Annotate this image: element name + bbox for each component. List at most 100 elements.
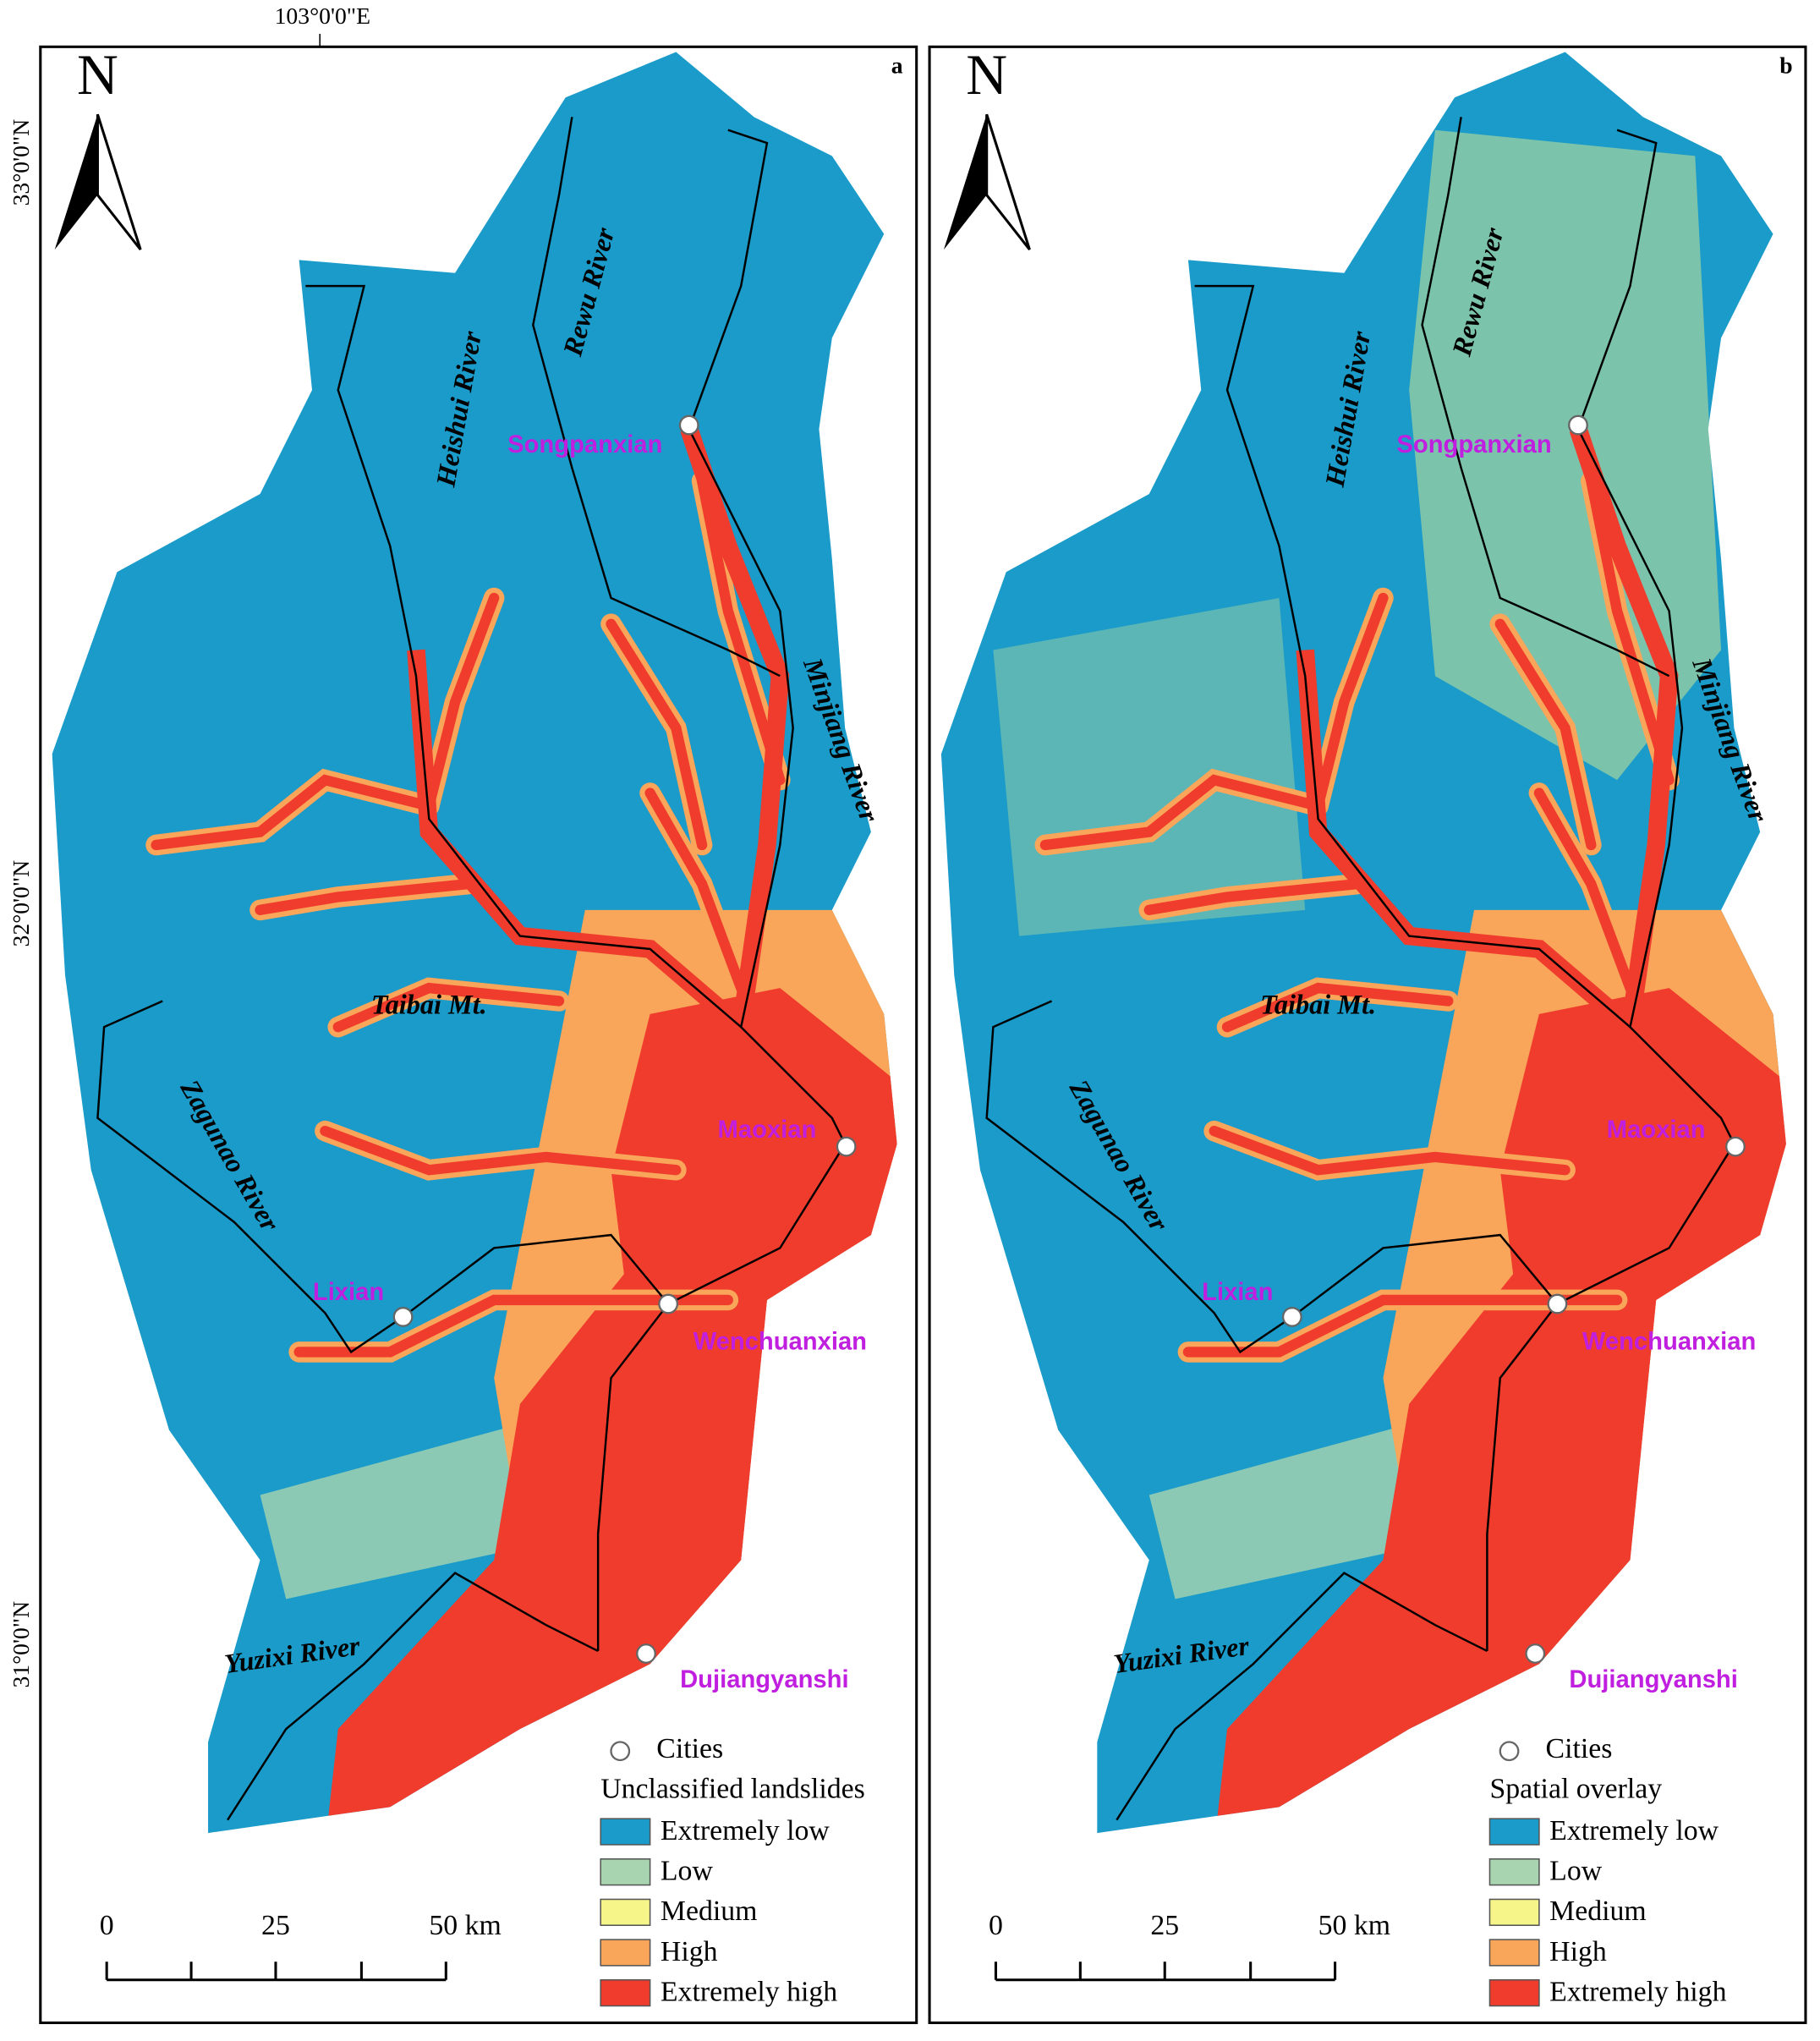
legend-swatch (1488, 1939, 1540, 1967)
extremely-high-channel (320, 1125, 682, 1176)
city-label: Dujiangyanshi (680, 1666, 848, 1693)
legend-swatch (600, 1898, 651, 1926)
river (1194, 284, 1631, 1029)
city-marker (636, 1643, 656, 1664)
river (985, 1000, 1559, 1354)
legend-label: High (1549, 1936, 1607, 1967)
extremely-high-channel (1313, 592, 1389, 812)
river (532, 117, 781, 678)
legend-label: Extremely high (1549, 1976, 1726, 2007)
city-marker (1525, 1643, 1546, 1664)
city-label: Maoxian (1607, 1117, 1706, 1144)
legend-label: Medium (661, 1896, 758, 1927)
city-label: Maoxian (718, 1117, 817, 1144)
north-arrow-right (985, 113, 1031, 251)
legend-label: Extremely high (661, 1976, 837, 2007)
legend-title: Spatial overlay (1489, 1774, 1662, 1805)
city-label: Songpanxian (507, 431, 662, 458)
legend-swatch (600, 1978, 651, 2007)
extremely-high-channel (424, 592, 500, 812)
extremely-high-channel (151, 774, 435, 851)
extremely-high-channel (696, 475, 786, 786)
extremely-high-channel (332, 982, 565, 1033)
north-label: N (77, 43, 118, 107)
legend-label: Low (1549, 1856, 1603, 1887)
extremely-high-channel (1221, 982, 1454, 1033)
low-zone (1148, 1417, 1475, 1599)
extremely-high-channel (1586, 475, 1675, 786)
extremely-high-channel (255, 878, 474, 916)
legend-city-marker (610, 1741, 631, 1762)
legend-label: Cities (656, 1733, 723, 1764)
extremely-high-channel (1039, 774, 1324, 851)
extremely-high-channel (644, 787, 747, 994)
scale-label: 50 km (1318, 1910, 1390, 1941)
panel-frame (928, 45, 1807, 2025)
legend-swatch (1488, 1898, 1540, 1926)
longitude-label: 103°0'0"E (275, 3, 370, 29)
legend-swatch (600, 1818, 651, 1846)
legend-label: Extremely low (1549, 1815, 1719, 1846)
legend-swatch (1488, 1818, 1540, 1846)
scale-label: 50 km (429, 1910, 501, 1941)
scale-label: 0 (989, 1910, 1003, 1941)
city-label: Dujiangyanshi (1569, 1666, 1737, 1693)
city-label: Wenchuanxian (1582, 1328, 1756, 1355)
scale-label: 25 (261, 1910, 290, 1941)
legend-swatch (1488, 1978, 1540, 2007)
legend-label: Extremely low (661, 1815, 831, 1846)
north-arrow-left (54, 114, 98, 250)
legend-label: High (661, 1936, 718, 1967)
city-marker (658, 1293, 679, 1314)
panel-letter: a (891, 52, 903, 78)
legend-label: Low (661, 1856, 714, 1887)
city-marker (1547, 1293, 1568, 1314)
mountain-label: Taibai Mt. (1260, 990, 1376, 1020)
legend-label: Medium (1549, 1896, 1647, 1927)
susceptibility-region (940, 52, 1786, 1834)
north-arrow-right (96, 113, 142, 251)
legend-label: Cities (1546, 1733, 1613, 1764)
susceptibility-region (52, 52, 897, 1834)
extremely-high-channel (293, 1294, 733, 1358)
city-marker (1568, 414, 1588, 436)
scale-label: 0 (100, 1910, 114, 1941)
latitude-label: 31°0'0"N (8, 1601, 34, 1688)
city-label: Wenchuanxian (693, 1328, 867, 1355)
latitude-label: 33°0'0"N (8, 119, 34, 206)
river (227, 1572, 599, 1821)
city-label: Lixian (1202, 1279, 1273, 1306)
city-marker (836, 1136, 857, 1157)
city-marker (392, 1307, 414, 1327)
extremely-high-channel (1182, 1294, 1623, 1358)
extremely-high-channel (606, 618, 708, 851)
legend-city-marker (1499, 1741, 1520, 1762)
mountain-label: Taibai Mt. (371, 990, 487, 1020)
river (1421, 117, 1670, 678)
extremely-high-channel (1143, 878, 1362, 916)
legend-swatch (1488, 1858, 1540, 1886)
legend-swatch (600, 1858, 651, 1886)
extremely-high-channel (1209, 1125, 1571, 1176)
extremely-high-channel (1494, 618, 1597, 851)
legend-swatch (600, 1939, 651, 1967)
north-arrow-left (943, 114, 987, 250)
legend-title: Unclassified landslides (600, 1774, 865, 1805)
river (1116, 1572, 1488, 1821)
latitude-label: 32°0'0"N (8, 860, 34, 947)
city-label: Lixian (313, 1279, 384, 1306)
north-label: N (966, 43, 1007, 107)
city-marker (1281, 1307, 1302, 1327)
low-zone (260, 1417, 585, 1599)
panel-frame (39, 45, 918, 2025)
river (96, 1000, 670, 1354)
city-label: Songpanxian (1396, 431, 1551, 458)
city-marker (678, 414, 699, 436)
panel-letter: b (1779, 52, 1792, 78)
scale-label: 25 (1150, 1910, 1179, 1941)
extremely-high-channel (1533, 787, 1636, 994)
river (305, 284, 742, 1029)
